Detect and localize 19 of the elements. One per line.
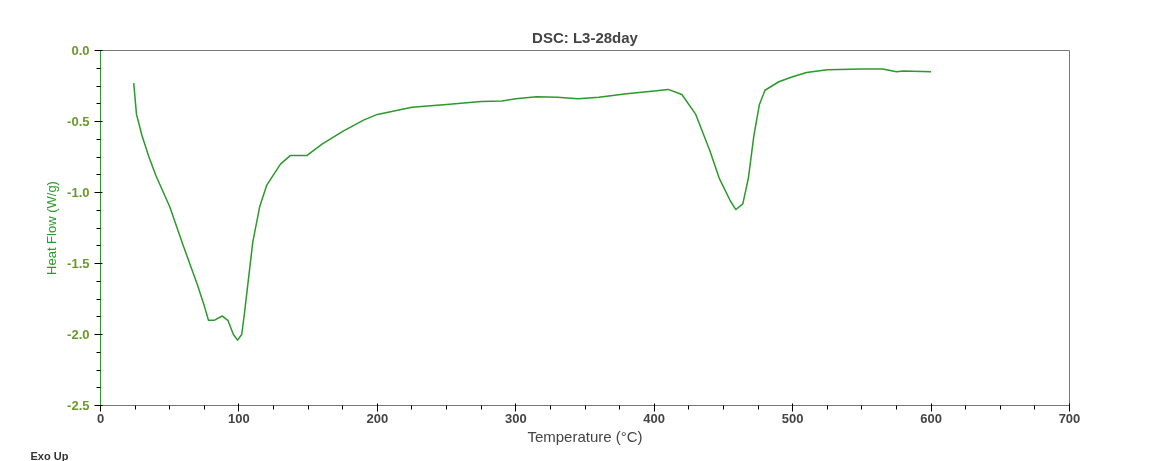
x-axis-title: Temperature (°C) (527, 427, 643, 445)
x-tick-label: 600 (920, 410, 942, 426)
line-series (132, 68, 932, 341)
x-tick-label: 0 (96, 410, 105, 426)
x-tick-label: 100 (228, 410, 250, 426)
text: Exo Up (30, 449, 69, 461)
y-tick-label: -2.0 (67, 327, 90, 342)
y-tick-label: -1.0 (67, 185, 90, 200)
x-tick-label: 700 (1058, 410, 1081, 426)
chart-title: DSC: L3-28day (532, 28, 639, 46)
x-tick-label: 500 (781, 410, 804, 426)
y-tick-label: -0.5 (67, 114, 90, 129)
y-tick-label: -1.5 (67, 256, 90, 271)
y-tick-label: -2.5 (67, 398, 90, 413)
y-tick-label: 0.0 (71, 43, 90, 58)
x-tick-label: 200 (366, 410, 389, 426)
x-tick-label: 300 (504, 410, 527, 426)
x-tick-label: 400 (643, 410, 666, 426)
y-axis-title: Heat Flow (W/g) (44, 181, 60, 275)
